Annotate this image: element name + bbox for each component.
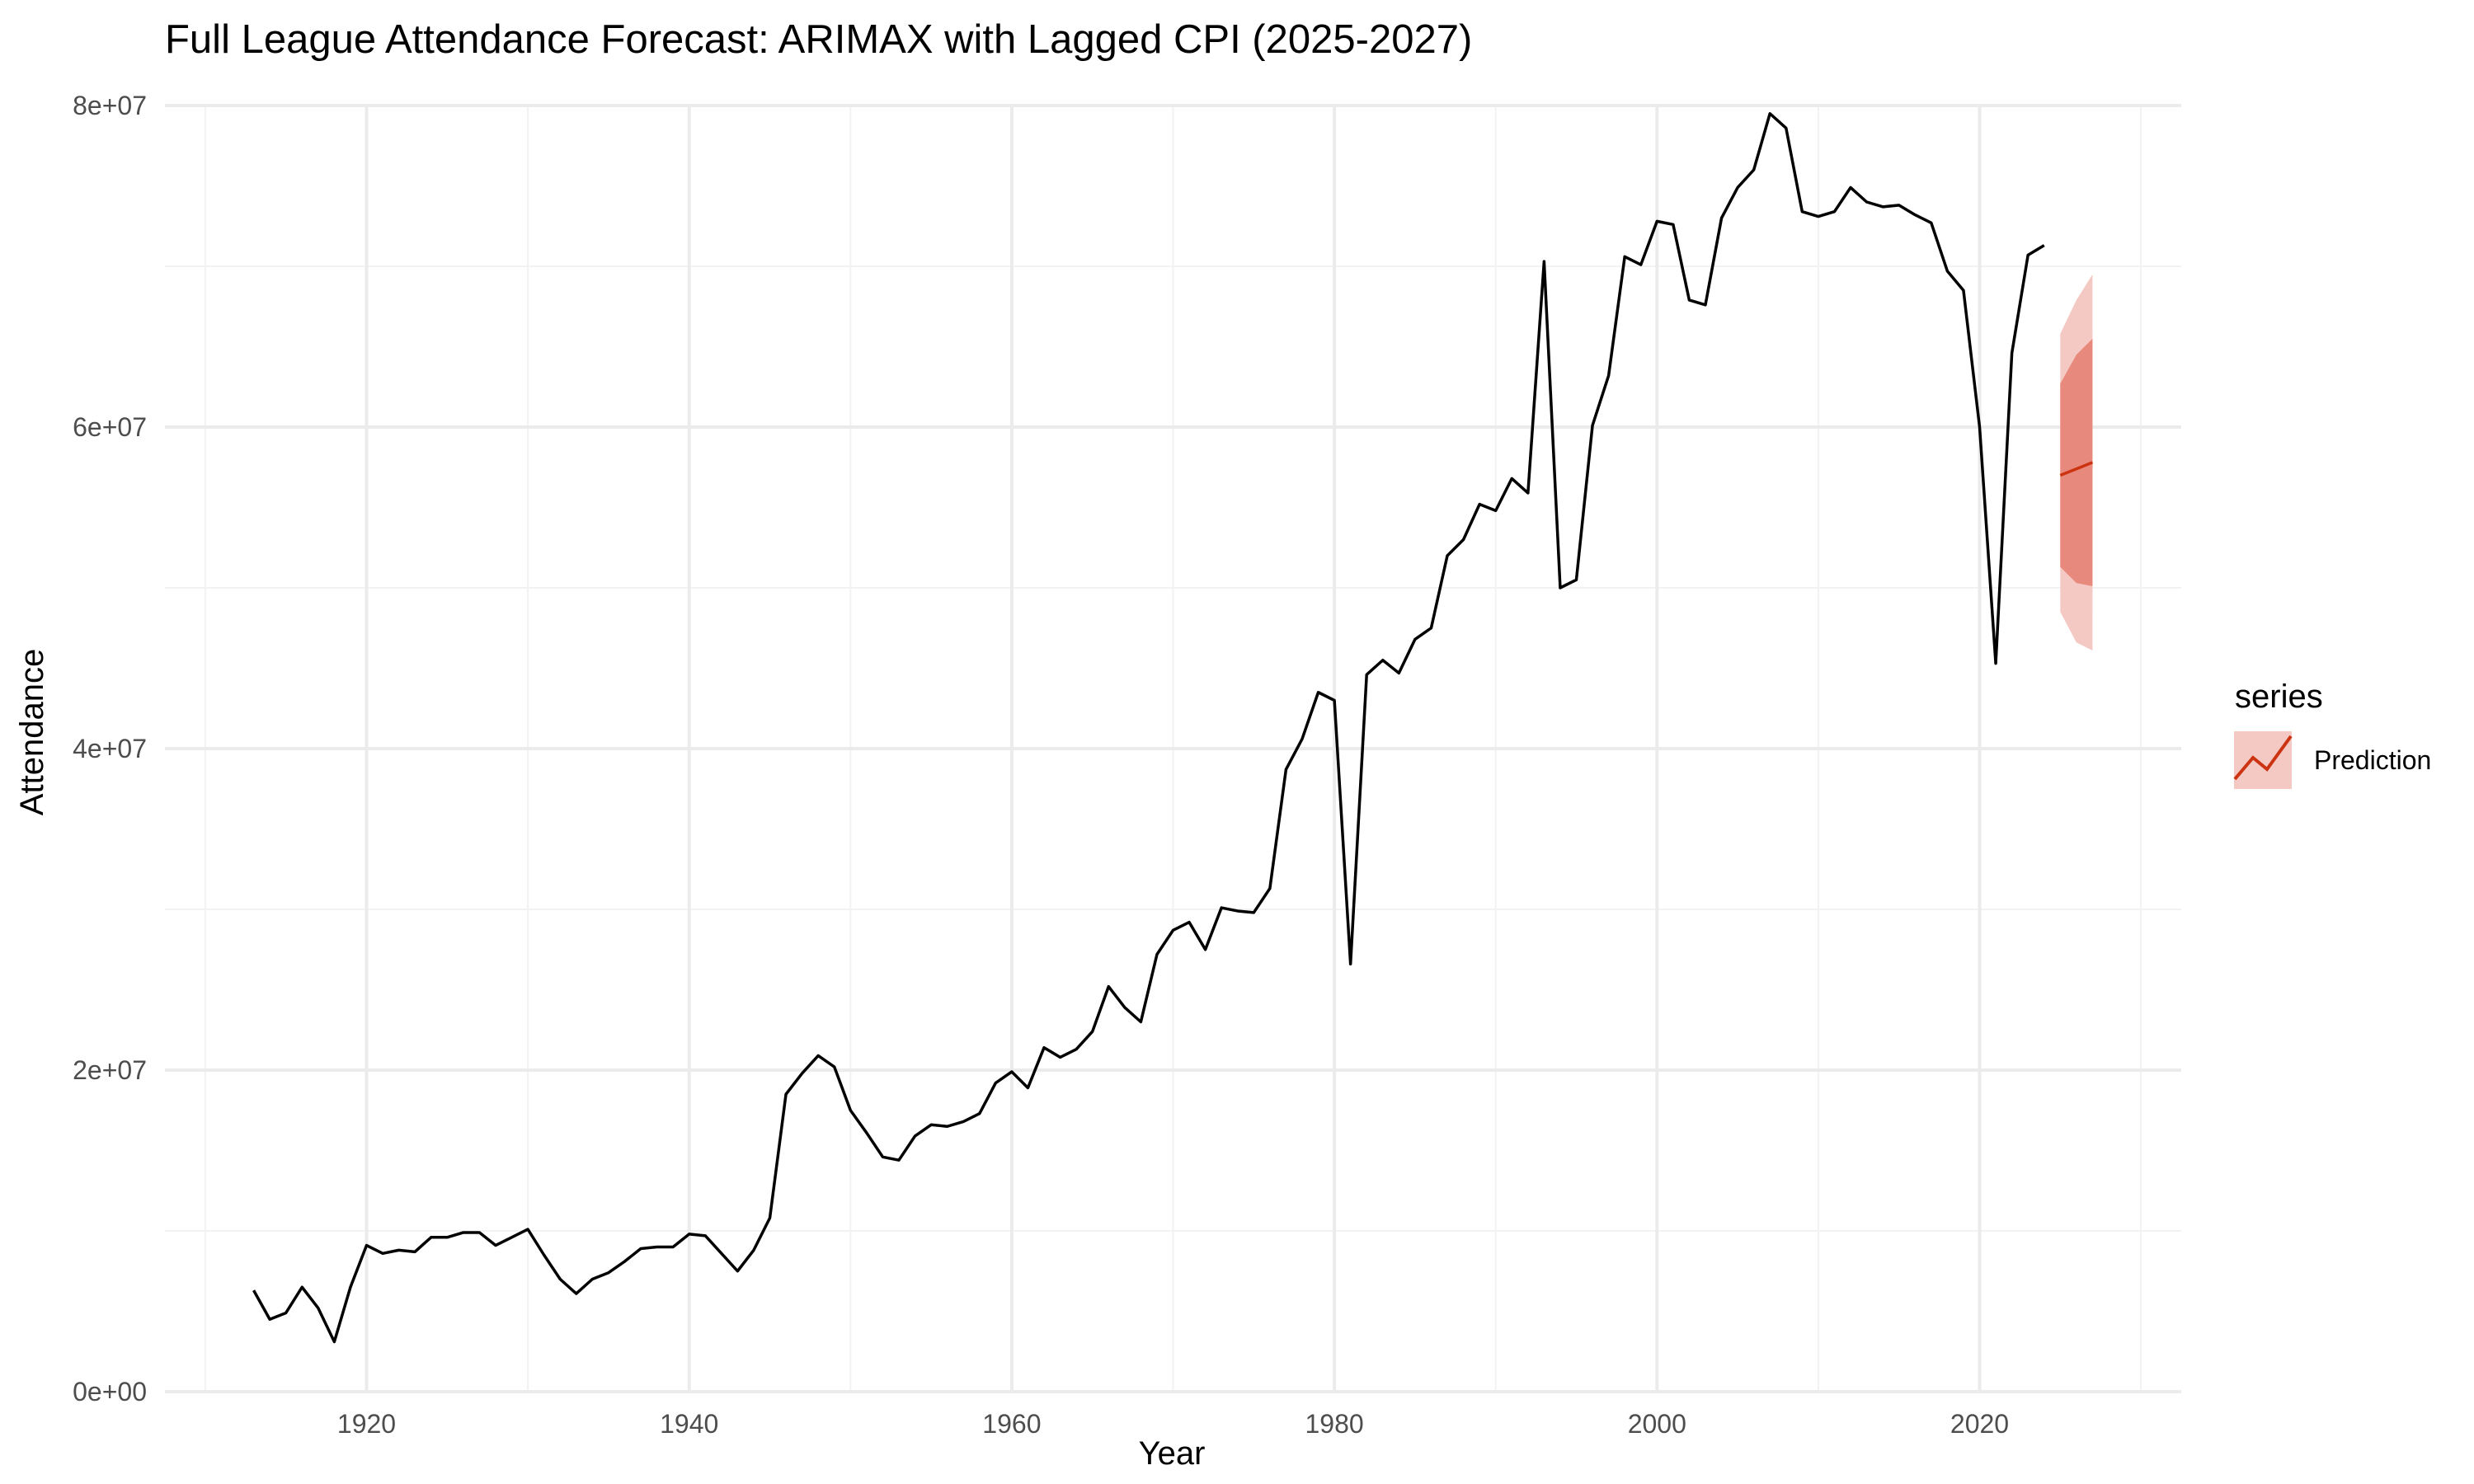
x-tick-label: 1940 [660,1409,718,1439]
forecast-bands [2060,274,2093,651]
y-tick-label: 4e+07 [73,734,147,763]
grid-layer [165,104,2181,1393]
axis-ticks: 1920 1940 1960 1980 2000 2020 0e+00 2e+07 4e+07 6… [73,91,2009,1439]
x-tick-label: 2000 [1628,1409,1686,1439]
legend-title: series [2235,679,2323,715]
x-tick-label: 1960 [982,1409,1041,1439]
forecast-line [2059,461,2094,477]
x-tick-label: 1980 [1305,1409,1364,1439]
x-tick-label: 1920 [337,1409,396,1439]
y-tick-label: 6e+07 [73,412,147,442]
x-tick-label: 2020 [1950,1409,2009,1439]
legend: series Prediction [2233,679,2431,789]
legend-key-band [2234,731,2292,789]
history-line [252,112,2045,1344]
forecast-band-80 [2060,338,2093,587]
y-tick-label: 0e+00 [73,1377,147,1407]
y-axis-title: Attendance [14,649,50,815]
y-tick-label: 8e+07 [73,91,147,120]
chart-title: Full League Attendance Forecast: ARIMAX … [165,17,1472,62]
y-tick-label: 2e+07 [73,1055,147,1085]
legend-key-line [2233,735,2293,781]
series-lines [252,112,2094,1344]
x-axis-title: Year [1139,1435,1206,1472]
legend-label-prediction: Prediction [2314,745,2431,775]
